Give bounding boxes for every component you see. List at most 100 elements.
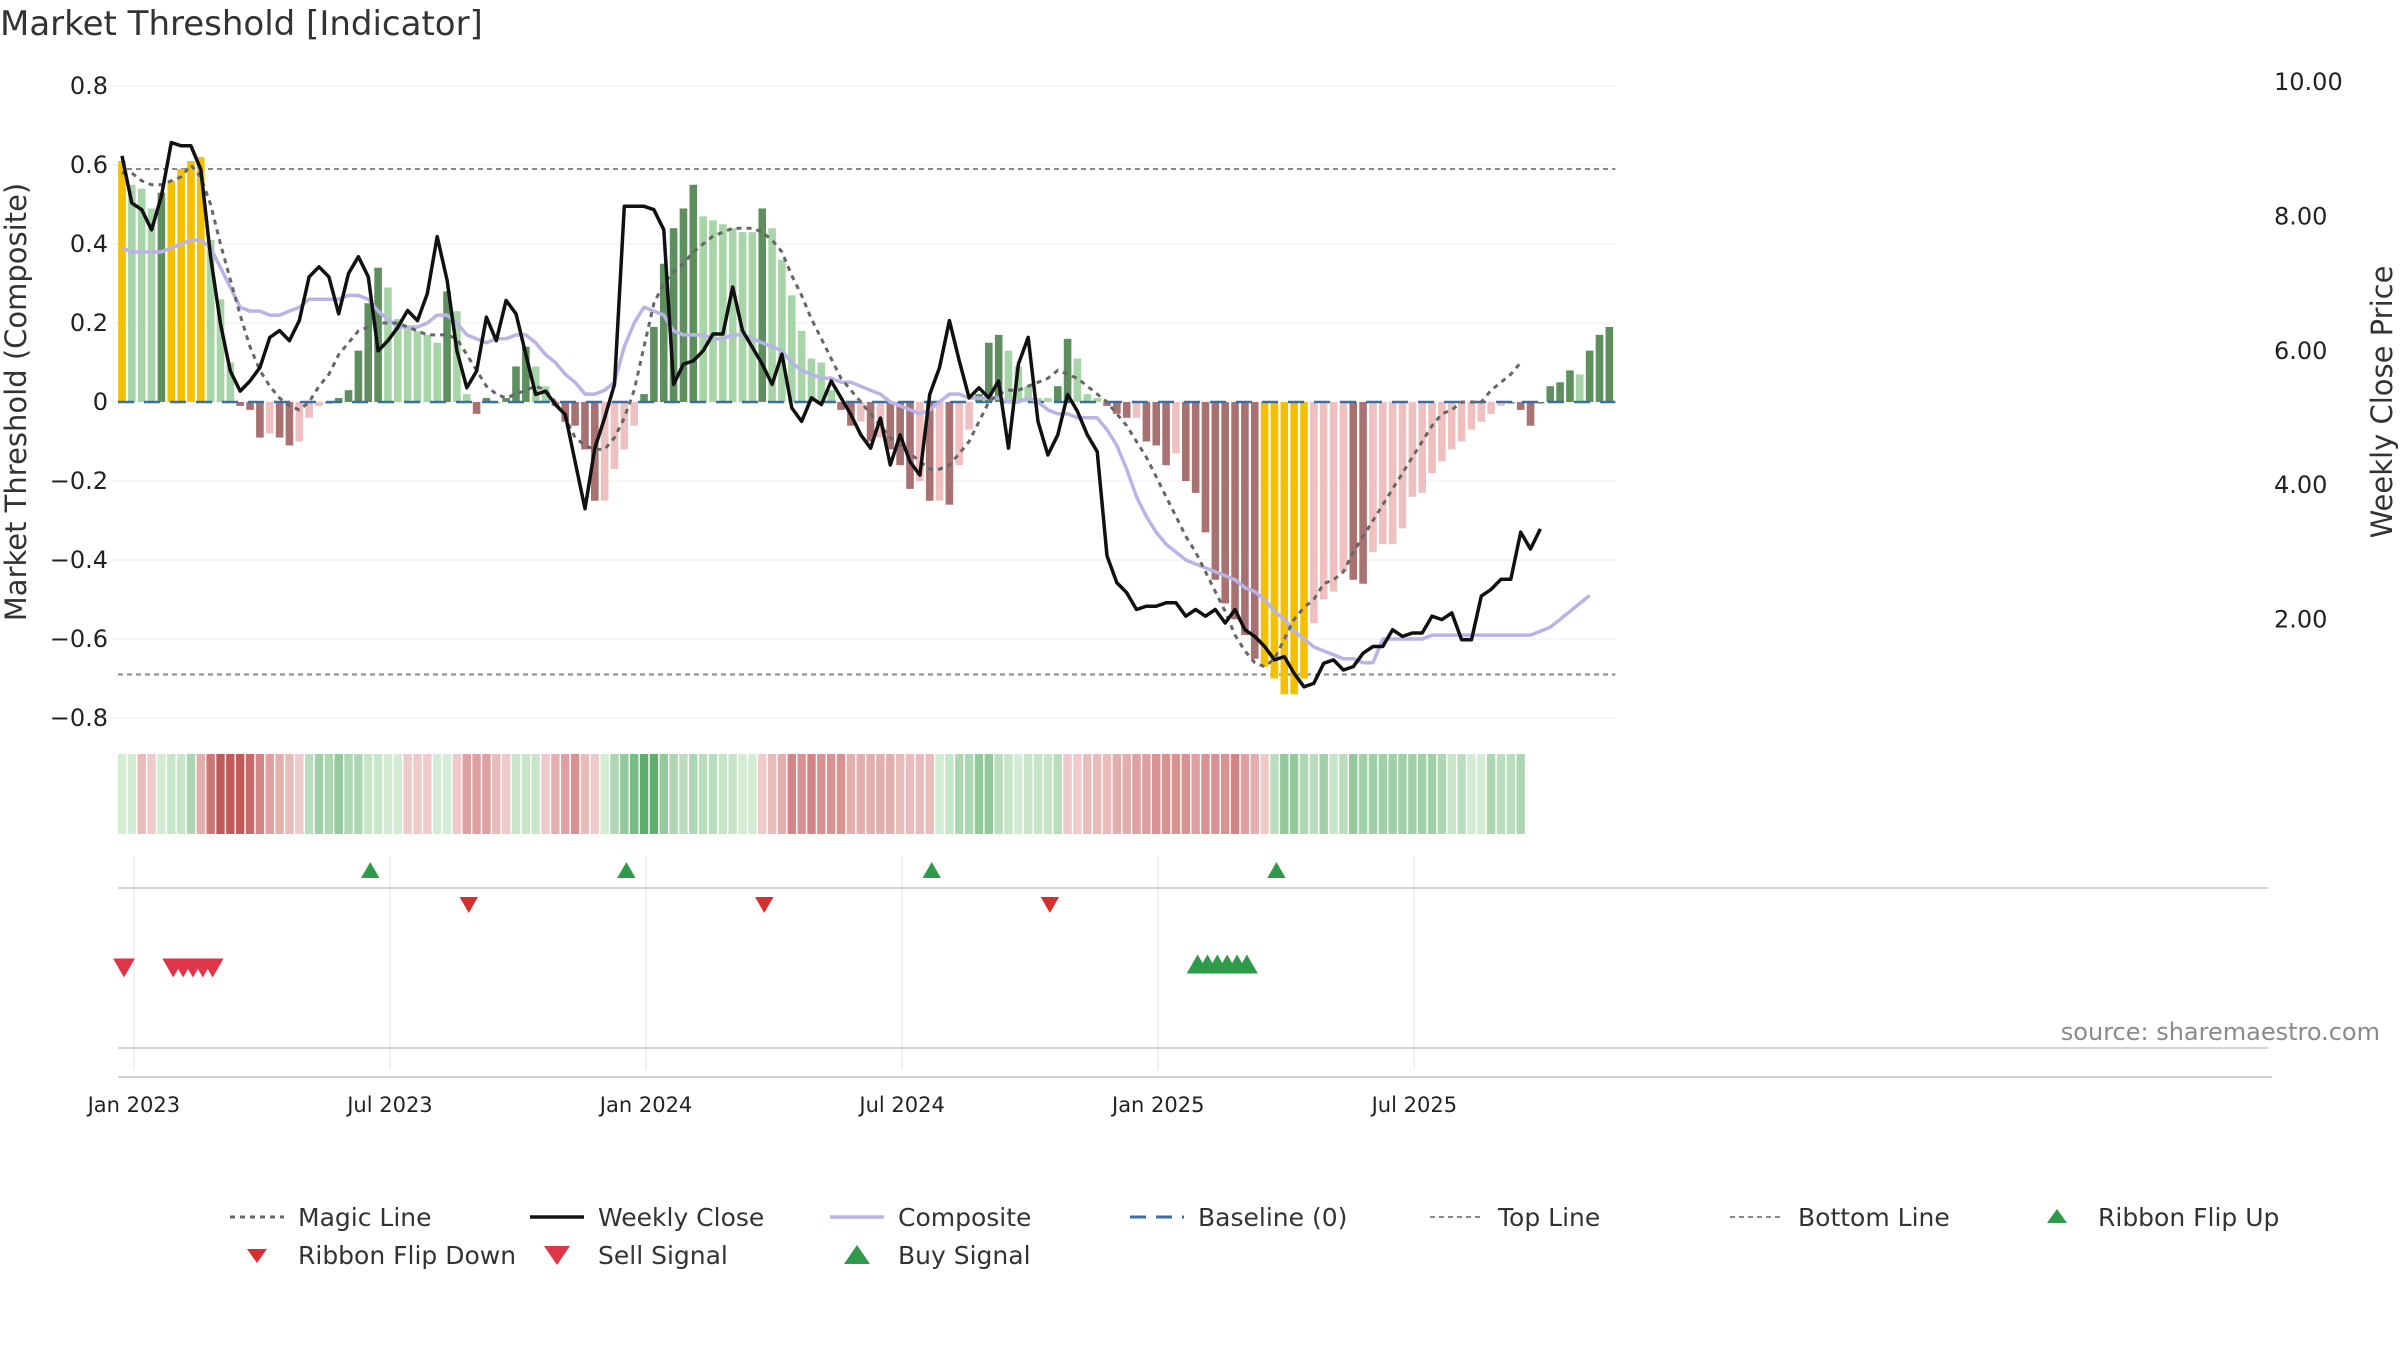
ribbon-segment <box>275 754 284 834</box>
composite-bar <box>1152 402 1161 446</box>
ribbon-segment <box>236 754 245 834</box>
x-tick-label: Jul 2024 <box>857 1093 944 1117</box>
composite-bar <box>1487 402 1495 414</box>
ribbon-segment <box>1427 754 1437 834</box>
composite-bar <box>916 402 924 481</box>
composite-bar <box>985 342 993 402</box>
legend-label-bottom-line: Bottom Line <box>1798 1202 1950 1232</box>
ribbon-segment <box>511 754 521 834</box>
ribbon-segment <box>1506 754 1516 834</box>
buy-signal-marker <box>1235 954 1258 974</box>
y-tick-label: 0.8 <box>70 72 108 100</box>
grid-layer <box>112 85 2272 1078</box>
ribbon-segment <box>1408 754 1417 834</box>
bars-layer <box>118 157 1614 695</box>
ribbon-segment <box>1467 754 1476 834</box>
ribbon-segment <box>176 754 186 834</box>
composite-bar <box>689 184 698 402</box>
ribbon-segment <box>433 754 442 834</box>
legend-item-magic-line: Magic Line <box>228 1203 528 1232</box>
composite-bar <box>531 366 540 402</box>
y-tick-label: 0.4 <box>70 230 108 258</box>
composite-bar <box>295 402 304 442</box>
ribbon-segment <box>836 754 846 834</box>
composite-bar <box>354 350 363 402</box>
composite-bar <box>275 402 284 438</box>
composite-bar <box>433 342 441 402</box>
composite-bar <box>1270 402 1279 679</box>
y-tick-label: 0.2 <box>70 309 108 337</box>
legend-item-sell-signal: Sell Signal <box>528 1241 828 1270</box>
ribbon-segment <box>1349 754 1358 834</box>
ribbon-segment <box>1270 754 1279 834</box>
composite-bar <box>256 402 264 438</box>
composite-bar <box>482 398 491 402</box>
composite-bar <box>600 402 609 501</box>
legend-item-weekly-close: Weekly Close <box>528 1203 828 1232</box>
ribbon-segment <box>255 754 265 834</box>
ribbon-segment <box>698 754 708 834</box>
ribbon-segment <box>580 754 590 834</box>
composite-bar <box>1536 402 1545 404</box>
ribbon-segment <box>1398 754 1407 834</box>
source-label: source: sharemaestro.com <box>2061 1018 2380 1046</box>
composite-bar <box>1024 386 1032 402</box>
composite-bar <box>581 402 589 450</box>
ribbon-segment <box>1240 754 1250 834</box>
composite-bar <box>1319 402 1328 600</box>
y-tick-label: −0.6 <box>50 625 108 653</box>
composite-bar <box>118 161 126 402</box>
ribbon-segment <box>669 754 678 834</box>
ribbon-segment <box>1486 754 1496 834</box>
composite-bar <box>394 319 402 402</box>
composite-bar <box>1339 402 1348 572</box>
chart-title: Market Threshold [Indicator] <box>0 4 483 44</box>
ribbon-segment <box>630 754 639 834</box>
composite-bar <box>886 402 895 450</box>
ribbon-segment <box>1477 754 1486 834</box>
y-tick-label: −0.4 <box>50 546 108 574</box>
composite-bar <box>1162 402 1170 466</box>
ribbon-segment <box>216 754 225 834</box>
composite-bar <box>1201 402 1210 533</box>
ribbon-segment <box>964 754 974 834</box>
legend-label-baseline: Baseline (0) <box>1198 1202 1348 1232</box>
ribbon-segment <box>984 754 993 834</box>
composite-bar <box>1546 386 1555 402</box>
composite-bar <box>423 334 432 402</box>
ribbon-segment <box>649 754 659 834</box>
composite-bar <box>955 402 964 466</box>
ribbon-segment <box>708 754 718 834</box>
ribbon-segment <box>1289 754 1299 834</box>
composite-bar <box>462 394 471 402</box>
composite-bar <box>866 402 875 442</box>
ribbon-segment <box>561 754 570 834</box>
ribbon-segment <box>1211 754 1220 834</box>
composite-bar <box>719 224 727 402</box>
composite-bar <box>1576 374 1584 402</box>
composite-bar <box>1122 402 1131 418</box>
ribbon-segment <box>777 754 787 834</box>
legend-swatch-close <box>530 1215 584 1219</box>
composite-bar <box>620 402 629 450</box>
y2-axis-label: Weekly Close Price <box>2365 266 2399 539</box>
composite-bar <box>167 180 176 402</box>
ribbon-segment <box>974 754 984 834</box>
y2-tick-label: 4.00 <box>2274 471 2327 499</box>
ribbon-segment <box>1171 754 1181 834</box>
ribbon-segment <box>1043 754 1053 834</box>
composite-bar <box>965 402 973 430</box>
events-layer <box>113 862 1286 978</box>
composite-bar <box>1221 402 1229 604</box>
ribbon-segment <box>373 754 383 834</box>
axis-layer: Market Threshold (Composite) Weekly Clos… <box>0 68 2399 1117</box>
ribbon-flip-down-marker <box>459 897 478 913</box>
ribbon-segment <box>955 754 964 834</box>
ribbon-segment <box>659 754 668 834</box>
composite-bar <box>1044 398 1052 402</box>
ribbon-segment <box>1063 754 1072 834</box>
ribbon-segment <box>905 754 915 834</box>
x-tick-label: Jul 2023 <box>345 1093 432 1117</box>
ribbon-segment <box>1191 754 1200 834</box>
ribbon-segment <box>245 754 255 834</box>
